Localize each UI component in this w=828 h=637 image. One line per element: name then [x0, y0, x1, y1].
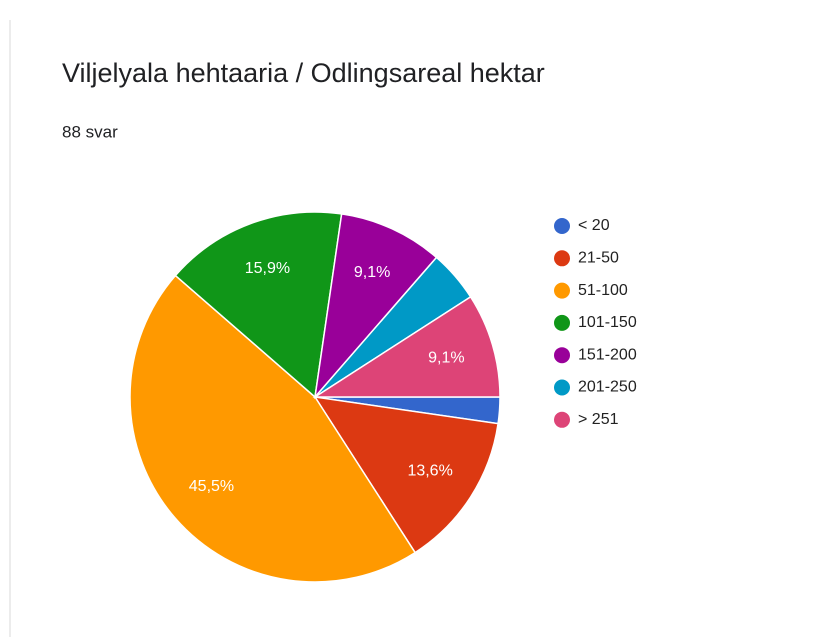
- pie-slice: [174, 211, 343, 399]
- legend: < 20 21-50 51-100 101-150 151-200 201-250 > 25…: [554, 217, 637, 428]
- slice-label: 9,1%: [428, 350, 464, 367]
- legend-swatch: [554, 218, 570, 234]
- legend-label: 21-50: [578, 250, 619, 267]
- legend-label: 201-250: [578, 379, 637, 396]
- legend-swatch: [554, 250, 570, 267]
- legend-label: 151-200: [578, 346, 637, 363]
- legend-swatch: [554, 282, 570, 299]
- chart-subtitle: 88 svar: [62, 122, 118, 141]
- legend-label: < 20: [578, 217, 610, 234]
- slice-label: 45,5%: [189, 478, 234, 495]
- pie-slice: [129, 274, 417, 583]
- pie-slice: [312, 295, 501, 398]
- legend-swatch: [554, 314, 570, 331]
- legend-label: > 251: [578, 411, 619, 428]
- slice-label: 15,9%: [245, 260, 290, 277]
- legend-label: 51-100: [578, 282, 628, 299]
- legend-swatch: [554, 411, 570, 428]
- legend-swatch: [554, 379, 570, 396]
- legend-label: 101-150: [578, 314, 637, 331]
- chart-title: Viljelyala hehtaaria / Odlingsareal hekt…: [62, 58, 545, 88]
- slice-label: 9,1%: [354, 264, 390, 281]
- pie: 13,6% 45,5% 15,9% 9,1% 9,1%: [129, 211, 501, 583]
- pie-slice: [313, 213, 438, 400]
- pie-slice: [313, 396, 499, 554]
- legend-swatch: [554, 347, 570, 364]
- slice-label: 13,6%: [407, 462, 452, 479]
